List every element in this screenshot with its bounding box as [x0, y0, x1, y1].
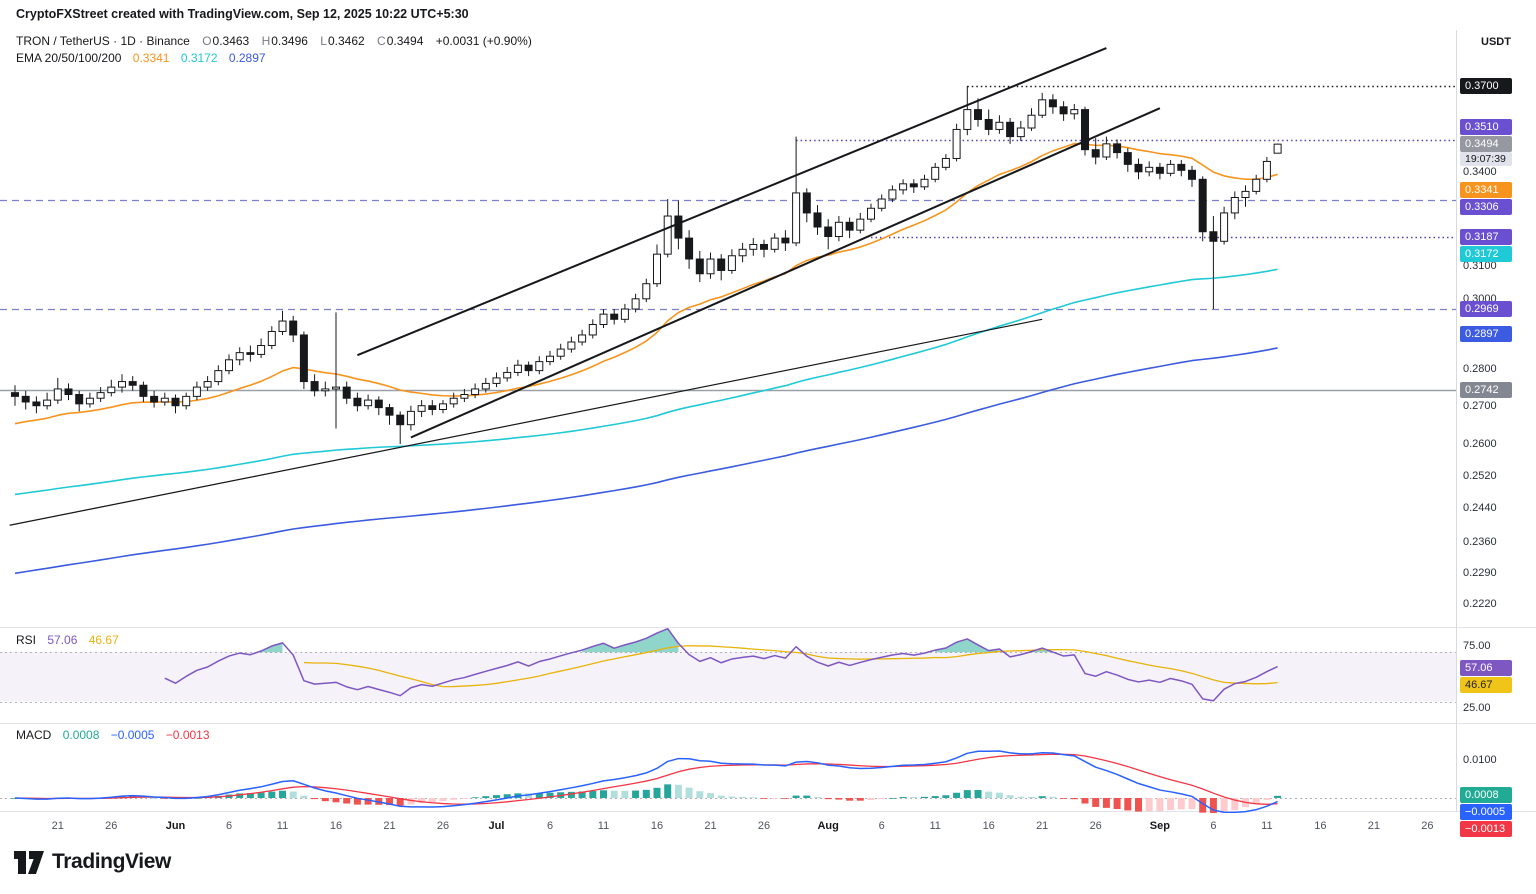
- axis-currency-label: USDT: [1481, 36, 1511, 48]
- rsi-value: 57.06: [47, 633, 78, 647]
- high-label: H: [261, 34, 271, 48]
- time-label-26: 26: [1089, 820, 1102, 832]
- macd-signal-value: −0.0013: [165, 728, 210, 742]
- time-label-26: 26: [757, 820, 771, 832]
- rsi-tick-75.00: 75.00: [1463, 640, 1491, 653]
- price-tick-0.3400: 0.3400: [1463, 165, 1497, 178]
- price-tick-0.2800: 0.2800: [1463, 362, 1497, 375]
- macd-badge-0.0008: 0.0008: [1460, 786, 1512, 803]
- open-label: O: [202, 34, 212, 48]
- rsi-ma-value: 46.67: [88, 633, 119, 647]
- rsi-legend: RSI 57.06 46.67: [16, 633, 119, 647]
- ema200-value: 0.2897: [228, 51, 266, 65]
- macd-legend: MACD 0.0008 −0.0005 −0.0013: [16, 728, 210, 742]
- time-label-6: 6: [878, 820, 885, 832]
- macd-hist-value: 0.0008: [62, 728, 100, 742]
- time-label-21: 21: [1367, 820, 1381, 832]
- macd-line-value: −0.0005: [110, 728, 155, 742]
- macd-legend-label: MACD: [16, 728, 52, 742]
- time-label-26: 26: [1421, 820, 1434, 832]
- low-label: L: [320, 34, 327, 48]
- time-label-21: 21: [383, 820, 396, 832]
- ema-legend: EMA 20/50/100/200 0.3341 0.3172 0.2897: [16, 51, 266, 65]
- attribution-bar: CryptoFXStreet created with TradingView.…: [16, 7, 469, 21]
- close-label: C: [377, 34, 386, 48]
- price-level-badge-0.3510: 0.3510: [1460, 119, 1512, 136]
- rsi-tick-25.00: 25.00: [1463, 701, 1491, 714]
- rsi-badge-46.67: 46.67: [1460, 677, 1512, 694]
- price-level-badge-0.3187: 0.3187: [1460, 229, 1512, 246]
- price-tick-0.2440: 0.2440: [1463, 502, 1497, 515]
- time-label-26: 26: [105, 820, 118, 832]
- macd-badge-−0.0005: −0.0005: [1460, 803, 1512, 820]
- time-label-11: 11: [597, 820, 610, 832]
- time-label-Sep: Sep: [1149, 820, 1170, 832]
- symbol-title: TRON / TetherUS · 1D · Binance: [16, 34, 190, 48]
- symbol-legend: TRON / TetherUS · 1D · Binance O0.3463 H…: [16, 34, 532, 48]
- rsi-badge-57.06: 57.06: [1460, 660, 1512, 677]
- ema50-value: 0.3172: [180, 51, 218, 65]
- ohlc-close: C0.3494: [377, 34, 423, 48]
- time-label-11: 11: [1261, 820, 1273, 832]
- price-tick-0.2600: 0.2600: [1463, 438, 1497, 451]
- time-label-16: 16: [650, 820, 664, 832]
- change-value: +0.0031 (+0.90%): [435, 34, 532, 48]
- macd-badge-−0.0013: −0.0013: [1460, 820, 1512, 837]
- time-label-11: 11: [276, 820, 289, 832]
- ohlc-low: L0.3462: [320, 34, 364, 48]
- price-level-badge-0.3172: 0.3172: [1460, 246, 1512, 263]
- time-label-16: 16: [1314, 820, 1327, 832]
- price-level-badge-0.2969: 0.2969: [1460, 301, 1512, 318]
- attribution-text: CryptoFXStreet created with TradingView.…: [16, 7, 469, 21]
- price-tick-0.2700: 0.2700: [1463, 399, 1497, 412]
- rsi-legend-label: RSI: [16, 633, 37, 647]
- time-label-21: 21: [51, 820, 64, 832]
- price-tick-0.2520: 0.2520: [1463, 469, 1497, 482]
- time-label-6: 6: [225, 820, 233, 832]
- tradingview-brand-text: TradingView: [52, 850, 171, 873]
- time-label-16: 16: [329, 820, 343, 832]
- time-label-11: 11: [929, 820, 941, 832]
- tradingview-logo-icon: [14, 850, 44, 874]
- price-level-badge-0.3700: 0.3700: [1460, 78, 1512, 94]
- time-label-6: 6: [546, 820, 554, 832]
- price-tick-0.2220: 0.2220: [1463, 598, 1497, 611]
- open-value: 0.3463: [212, 34, 250, 48]
- price-level-badge-0.2897: 0.2897: [1460, 326, 1512, 343]
- price-level-badge-0.3306: 0.3306: [1460, 198, 1512, 215]
- price-level-badge-0.3341: 0.3341: [1460, 181, 1512, 198]
- time-label-6: 6: [1210, 820, 1217, 832]
- time-label-Aug: Aug: [817, 820, 839, 832]
- high-value: 0.3496: [271, 34, 308, 48]
- ohlc-open: O0.3463: [202, 34, 249, 48]
- last-price-badge-0.3494: 0.3494: [1460, 136, 1512, 153]
- low-value: 0.3462: [327, 34, 365, 48]
- time-label-Jun: Jun: [165, 820, 186, 832]
- price-tick-0.2360: 0.2360: [1463, 536, 1497, 549]
- time-label-16: 16: [982, 820, 995, 832]
- price-tick-0.2290: 0.2290: [1463, 566, 1497, 579]
- price-level-badge-0.2742: 0.2742: [1460, 382, 1512, 399]
- macd-tick-0.0100: 0.0100: [1463, 754, 1497, 766]
- time-label-26: 26: [436, 820, 450, 832]
- bar-countdown: 19:07:39: [1460, 152, 1512, 167]
- ema20-value: 0.3341: [132, 51, 170, 65]
- ema-legend-label: EMA 20/50/100/200: [16, 51, 122, 65]
- ohlc-high: H0.3496: [262, 34, 308, 48]
- time-label-21: 21: [704, 820, 717, 832]
- tradingview-footer[interactable]: TradingView: [14, 850, 171, 874]
- price-tick-0.3100: 0.3100: [1463, 259, 1497, 272]
- close-value: 0.3494: [386, 34, 424, 48]
- time-label-Jul: Jul: [488, 820, 505, 832]
- time-label-21: 21: [1036, 820, 1049, 832]
